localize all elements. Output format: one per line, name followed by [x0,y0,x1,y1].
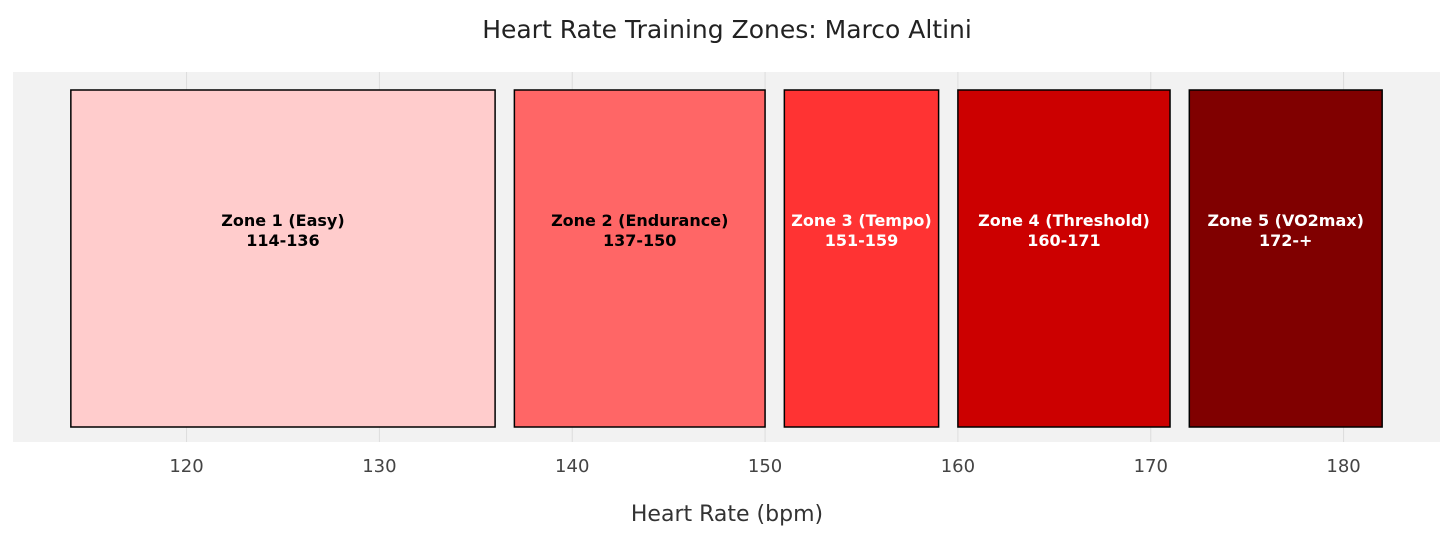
zone-bars: Zone 1 (Easy)114-136 Zone 2 (Endurance)13… [70,89,1383,428]
zone-bar [513,89,766,428]
x-tick-label: 150 [748,456,782,477]
x-tick-label: 120 [169,456,203,477]
x-tick-label: 160 [941,456,975,477]
zone-bar [957,89,1171,428]
zone-bar [783,89,940,428]
zone-name-label: Zone 1 (Easy) [221,211,344,230]
zone-name-label: Zone 2 (Endurance) [551,211,728,230]
zone-range-label: 137-150 [603,231,676,250]
zone-range-label: 172-+ [1259,231,1312,250]
zone-range-label: 160-171 [1027,231,1100,250]
zone-name-label: Zone 4 (Threshold) [978,211,1150,230]
chart-title: Heart Rate Training Zones: Marco Altini [482,15,972,44]
zone-range-label: 114-136 [246,231,319,250]
zone-name-label: Zone 5 (VO2max) [1208,211,1364,230]
zone-name-label: Zone 3 (Tempo) [791,211,932,230]
x-tick-label: 180 [1326,456,1360,477]
x-tick-label: 130 [362,456,396,477]
zone-bar [1188,89,1383,428]
x-tick-label: 170 [1134,456,1168,477]
x-tick-label: 140 [555,456,589,477]
x-axis-ticks: 120 130 140 150 160 170 180 [169,456,1360,477]
zone-bar [70,89,496,428]
zone-range-label: 151-159 [825,231,898,250]
x-axis-label: Heart Rate (bpm) [631,502,823,527]
